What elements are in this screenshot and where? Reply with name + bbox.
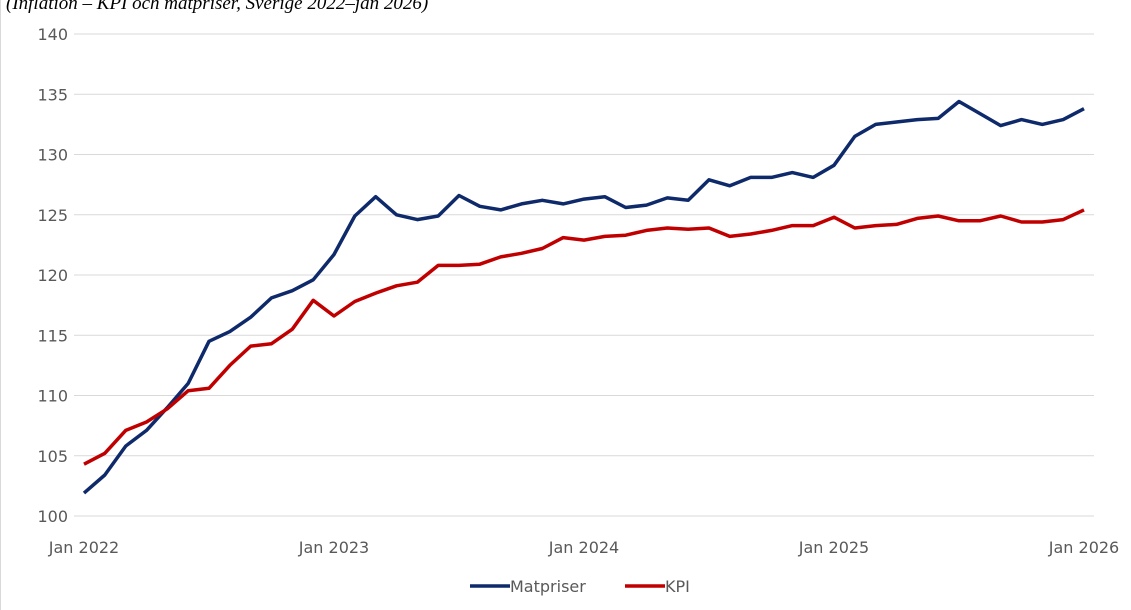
y-tick-label: 105 bbox=[37, 447, 68, 466]
legend-label: KPI bbox=[665, 577, 690, 596]
series-line bbox=[82, 99, 1085, 495]
y-tick-label: 125 bbox=[37, 206, 68, 225]
x-tick-label: Jan 2025 bbox=[798, 538, 869, 557]
y-tick-label: 140 bbox=[37, 25, 68, 44]
x-tick-label: Jan 2026 bbox=[1048, 538, 1119, 557]
x-tick-label: Jan 2022 bbox=[48, 538, 119, 557]
y-tick-label: 120 bbox=[37, 266, 68, 285]
x-tick-label: Jan 2024 bbox=[548, 538, 619, 557]
y-tick-label: 110 bbox=[37, 387, 68, 406]
x-tick-label: Jan 2023 bbox=[298, 538, 369, 557]
legend-label: Matpriser bbox=[510, 577, 586, 596]
series-line bbox=[83, 208, 1085, 466]
y-tick-label: 100 bbox=[37, 507, 68, 526]
y-tick-label: 135 bbox=[37, 85, 68, 104]
y-tick-label: 115 bbox=[37, 326, 68, 345]
y-tick-label: 130 bbox=[37, 146, 68, 165]
chart-title: (Inflation – KPI och matpriser, Sverige … bbox=[6, 0, 428, 14]
